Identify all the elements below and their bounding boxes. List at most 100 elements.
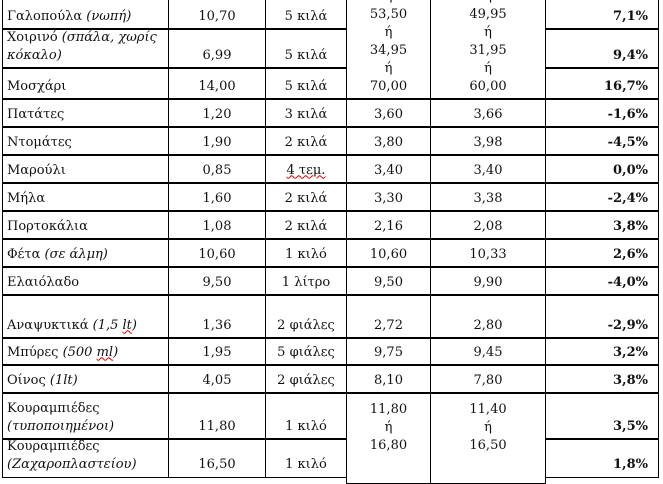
change-percent: 3,2% — [613, 344, 648, 360]
quantity: 1 κιλό — [285, 456, 327, 472]
unit-price: 11,80 — [198, 418, 236, 434]
item-label: Αναψυκτικά — [7, 317, 93, 333]
quantity: 2 κιλά — [284, 134, 328, 150]
item-note: (νωπή) — [86, 8, 132, 24]
item-label: Μοσχάρι — [7, 78, 67, 94]
unit-price: 16,50 — [198, 456, 236, 472]
total-current-cell: 3,40 — [346, 154, 431, 184]
item-name-cell: Ντομάτες — [2, 126, 169, 156]
total-previous-cell: 3,38 — [430, 182, 546, 212]
quantity-cell: 1 κιλό — [265, 438, 347, 478]
total-current: 70,00 — [369, 78, 408, 94]
total-previous-cell: 9,45 — [430, 337, 546, 366]
total-previous: 16,50 — [469, 438, 507, 453]
change-cell: 3,5% — [545, 392, 659, 440]
total-previous: 7,80 — [473, 372, 503, 388]
item-label: Μπύρες — [7, 344, 63, 360]
quantity-cell: 5 κιλά — [265, 0, 347, 30]
total-current: 11,80 — [369, 402, 408, 417]
change-cell: 1,8% — [545, 438, 659, 478]
unit-price: 1,08 — [202, 218, 232, 234]
total-previous: 9,90 — [473, 274, 503, 290]
change-percent: 3,8% — [613, 218, 648, 234]
change-cell: 2,6% — [545, 238, 659, 268]
item-name-cell: Χοιρινό (σπάλα, χωρίς κόκαλο) — [2, 28, 169, 69]
item-label: Ελαιόλαδο — [7, 274, 80, 290]
unit-price-cell: 6,99 — [168, 28, 266, 69]
quantity-cell: 5 φιάλες — [265, 337, 347, 366]
total-current: ή — [384, 60, 393, 76]
quantity-cell: 1 κιλό — [265, 238, 347, 268]
item-name-cell: Μαρούλι — [2, 154, 169, 184]
change-percent: 2,6% — [613, 246, 648, 262]
total-previous: ή — [484, 60, 492, 76]
unit-price: 10,70 — [198, 8, 236, 24]
item-note: (Ζαχαροπλαστείου) — [7, 456, 137, 472]
quantity: 5 κιλά — [284, 8, 328, 24]
quantity-cell: 5 κιλά — [265, 67, 347, 100]
item-label: Φέτα — [7, 246, 45, 262]
item-name-cell: Μήλα — [2, 182, 169, 212]
total-previous: ή — [484, 24, 492, 40]
total-previous-merged-cell: 11,40 ή 16,50 — [430, 392, 546, 484]
change-percent: 3,8% — [613, 372, 648, 388]
unit-price-cell: 16,50 — [168, 438, 266, 478]
item-name: Γαλοπούλα (νωπή) — [7, 8, 131, 26]
item-name-cell: Μπύρες (500 ml) — [2, 337, 169, 366]
item-note: (1,5 lt) — [92, 317, 137, 333]
total-current: 53,50 — [369, 6, 408, 22]
total-previous-cell: 3,40 — [430, 154, 546, 184]
item-name: Ντομάτες — [7, 134, 72, 152]
total-current: 2,16 — [374, 218, 403, 234]
quantity: 3 κιλά — [284, 106, 328, 122]
change-cell: -4,5% — [545, 126, 659, 156]
total-current: 2,72 — [374, 317, 403, 333]
total-current-cell: 10,60 — [346, 238, 431, 268]
quantity: 2 φιάλες — [277, 317, 335, 333]
total-previous: 60,00 — [469, 78, 507, 94]
change-cell: -4,0% — [545, 266, 659, 296]
unit-price: 1,36 — [202, 317, 232, 333]
item-label: Ντομάτες — [7, 134, 72, 150]
item-name: Κουραμπιέδες (τυποποιημένοι) — [7, 400, 164, 436]
total-current: ή — [384, 420, 393, 435]
item-name: Οίνος (1lt) — [7, 372, 78, 390]
unit-price: 4,05 — [202, 372, 232, 388]
unit-price-cell: 14,00 — [168, 67, 266, 100]
total-current-cell: 3,80 — [346, 126, 431, 156]
total-current: 3,30 — [374, 190, 403, 206]
change-percent: 7,1% — [613, 8, 648, 24]
item-name-cell: Φέτα (σε άλμη) — [2, 238, 169, 268]
item-label: Χοιρινό — [7, 29, 62, 45]
item-note: (τυποποιημένοι) — [7, 418, 115, 434]
item-label: Πορτοκάλια — [7, 218, 88, 234]
change-percent: 1,8% — [613, 456, 648, 472]
quantity: 2 κιλά — [284, 190, 328, 206]
total-previous: 49,95 — [469, 6, 507, 22]
item-name-cell: Κουραμπιέδες (τυποποιημένοι) — [2, 392, 169, 440]
unit-price: 1,90 — [202, 134, 232, 150]
total-current-merged-cell: 11,80 ή 16,80 — [346, 392, 431, 484]
change-cell: -2,9% — [545, 294, 659, 339]
quantity-cell: 4 τεμ. — [265, 154, 347, 184]
quantity-cell: 2 κιλά — [265, 126, 347, 156]
quantity-cell: 5 κιλά — [265, 28, 347, 69]
total-previous: ή — [484, 420, 492, 435]
total-current: 3,60 — [374, 106, 403, 122]
item-name: Μπύρες (500 ml) — [7, 344, 118, 362]
item-label: Κουραμπιέδες — [7, 438, 100, 454]
item-label: Πατάτες — [7, 106, 65, 122]
unit-price-cell: 1,60 — [168, 182, 266, 212]
change-percent: 3,5% — [613, 418, 648, 434]
total-current: 10,60 — [369, 246, 408, 262]
change-cell: 7,1% — [545, 0, 659, 30]
unit-price: 6,99 — [202, 47, 232, 63]
change-cell: 3,2% — [545, 337, 659, 366]
quantity: 1 λίτρο — [281, 274, 331, 290]
unit-price-cell: 1,36 — [168, 294, 266, 339]
change-percent: 9,4% — [613, 47, 648, 63]
change-percent: 16,7% — [603, 78, 648, 94]
item-label: Γαλοπούλα — [7, 8, 87, 24]
